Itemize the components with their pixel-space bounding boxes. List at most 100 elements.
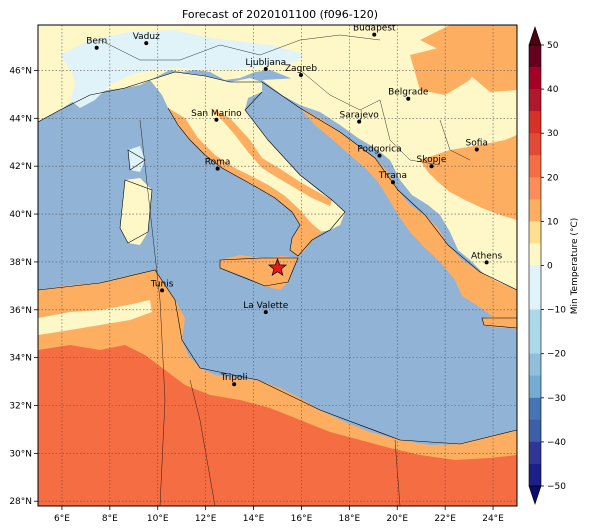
colorbar: 50 40 30 20 10 0 −10 −20 −30 −40 −50 <box>528 26 566 505</box>
latitude-axis: 28°N 30°N 32°N 34°N 36°N 38°N 40°N 42°N 44°N 46°N <box>9 66 38 507</box>
colorbar-tick-label: 40 <box>547 85 559 95</box>
map-title: Forecast of 2020101100 (f096-120) <box>182 8 378 21</box>
colorbar-tick-label: 10 <box>547 217 559 227</box>
land-sardinia <box>120 178 152 245</box>
city-dot-icon <box>429 164 434 169</box>
city-athens: Athens <box>471 251 502 265</box>
colorbar-segment <box>529 353 541 377</box>
coastlines <box>38 71 517 445</box>
colorbar-extend-bottom <box>528 485 542 505</box>
colorbar-segment <box>529 133 541 156</box>
y-tick-label: 40°N <box>9 210 32 220</box>
y-tick-label: 32°N <box>9 401 32 411</box>
city-label: Tirana <box>378 171 407 181</box>
x-tick-label: 24°E <box>482 514 504 524</box>
city-vaduz: Vaduz <box>133 32 160 46</box>
colorbar-segment <box>529 441 541 465</box>
city-belgrade: Belgrade <box>388 88 429 101</box>
longitude-axis: 6°E 8°E 10°E 12°E 14°E 16°E 18°E 20°E 22°E 24°E <box>54 506 504 524</box>
city-label: Ljubljana <box>245 58 286 68</box>
land-italy-warm <box>168 108 322 256</box>
city-tirana: Tirana <box>378 171 407 185</box>
map-frame <box>37 24 518 507</box>
colorbar-segment <box>529 375 541 399</box>
city-dot-icon <box>357 119 362 124</box>
x-tick-label: 8°E <box>102 514 118 524</box>
colorbar-segment <box>529 111 541 134</box>
colorbar-label: Min Temperature (°C) <box>570 218 580 315</box>
x-tick-label: 22°E <box>434 514 456 524</box>
city-tripoli: Tripoli <box>220 373 248 387</box>
colorbar-segment <box>529 463 541 487</box>
colorbar-extend-top <box>528 26 542 46</box>
y-tick-label: 38°N <box>9 258 32 268</box>
city-budapest: Budapest <box>353 24 396 37</box>
city-dot-icon <box>214 117 219 122</box>
x-tick-label: 18°E <box>339 514 361 524</box>
city-dot-icon <box>144 41 149 46</box>
city-label: Belgrade <box>388 88 429 98</box>
colorbar-tick-label: −50 <box>547 482 566 492</box>
city-label: Zagreb <box>285 64 317 74</box>
city-dot-icon <box>232 382 237 387</box>
city-zagreb: Zagreb <box>285 64 317 78</box>
colorbar-tick-label: −40 <box>547 438 566 448</box>
city-label: Tripoli <box>220 373 248 383</box>
city-dot-icon <box>160 288 165 293</box>
x-tick-label: 10°E <box>147 514 169 524</box>
country-borders <box>99 34 471 506</box>
city-sarajevo: Sarajevo <box>340 111 380 124</box>
colorbar-segment <box>529 419 541 443</box>
city-la-valette: La Valette <box>243 301 289 315</box>
city-sofia: Sofia <box>466 138 488 152</box>
colorbar-segment <box>529 67 541 90</box>
land-north-africa-hot <box>38 345 517 506</box>
y-tick-label: 46°N <box>9 66 32 76</box>
city-label: Budapest <box>353 24 396 34</box>
x-tick-label: 16°E <box>291 514 313 524</box>
y-tick-label: 36°N <box>9 306 32 316</box>
y-tick-label: 30°N <box>9 449 32 459</box>
city-dot-icon <box>377 153 382 158</box>
city-dot-icon <box>390 180 395 185</box>
colorbar-tick-label: 0 <box>547 262 553 272</box>
city-podgorica: Podgorica <box>357 145 402 158</box>
colorbar-tick-label: 30 <box>547 129 559 139</box>
city-dot-icon <box>94 45 99 50</box>
city-label: Roma <box>205 158 231 168</box>
city-label: Bern <box>86 37 107 47</box>
colorbar-segment <box>529 89 541 112</box>
city-bern: Bern <box>86 37 107 50</box>
city-dot-icon <box>263 67 268 72</box>
colorbar-segment <box>529 287 541 310</box>
colorbar-segment <box>529 397 541 421</box>
city-dot-icon <box>215 166 220 171</box>
city-dot-icon <box>298 73 303 78</box>
land-alps-cold <box>60 30 305 108</box>
land-italy-adriatic-warm <box>210 108 332 206</box>
city-label: Vaduz <box>133 32 160 42</box>
city-dot-icon <box>474 147 479 152</box>
city-label: Podgorica <box>357 145 401 155</box>
x-tick-label: 6°E <box>54 514 70 524</box>
colorbar-tick-label: 50 <box>547 41 559 51</box>
colorbar-tick-label: 20 <box>547 173 559 183</box>
city-tunis: Tunis <box>150 279 174 293</box>
city-dot-icon <box>263 310 268 315</box>
city-skopje: Skopje <box>417 155 447 169</box>
x-tick-label: 14°E <box>243 514 265 524</box>
y-tick-label: 34°N <box>9 354 32 364</box>
land-tunisia-mild <box>38 300 152 335</box>
city-label: San Marino <box>191 109 242 119</box>
colorbar-segment <box>529 45 541 68</box>
x-tick-label: 12°E <box>195 514 217 524</box>
city-san-marino: San Marino <box>191 109 242 122</box>
land-greece-warm <box>420 135 517 220</box>
city-label: Sarajevo <box>340 111 380 121</box>
x-tick-label: 20°E <box>386 514 408 524</box>
colorbar-tick-label: −30 <box>547 394 566 404</box>
colorbar-tick-label: −20 <box>547 350 566 360</box>
colorbar-segment <box>529 243 541 266</box>
